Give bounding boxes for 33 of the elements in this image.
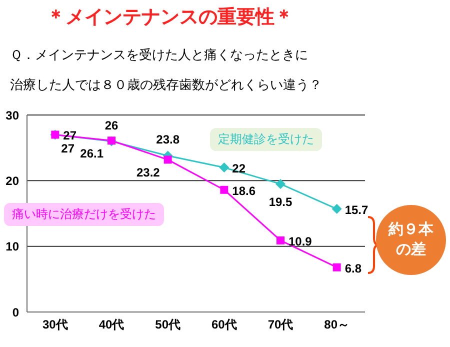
y-tick-label: 30 [6,108,20,122]
text: 治療した人では８０歳の残存歯数がどれくらい違う？ [10,76,322,94]
y-tick-label: 20 [6,174,20,188]
data-label: 26 [104,118,118,132]
x-tick-label: 70代 [268,318,294,332]
point [332,263,341,272]
data-label: 10.9 [288,234,312,248]
data-label: 23.8 [156,132,180,147]
x-tick-label: 60代 [211,318,237,332]
point [219,162,230,173]
y-tick-label: 10 [6,240,20,254]
x-tick-label: 30代 [42,318,68,332]
data-label: 26.1 [80,146,104,161]
data-label: 27 [61,142,75,156]
data-label: 6.8 [344,261,362,276]
x-tick-label: 80～ [324,318,350,332]
data-label: 23.2 [136,166,160,180]
data-label: 19.5 [268,194,292,209]
point [220,186,228,194]
data-label: 15.7 [344,202,369,217]
chart-subtitle: Ｑ．メインテナンスを受けた人と痛くなったときに [10,46,308,64]
circle-badge: 約９本の差 [376,205,446,275]
y-tick-label: 0 [12,305,20,320]
point [276,236,284,244]
point [276,178,286,189]
data-label: 18.6 [232,184,256,198]
x-tick-label: 40代 [98,318,124,332]
point [164,156,172,164]
chart-title: ＊メインテナンスの重要性＊ [46,6,294,30]
text: 痛い時に治療だけを受けた [4,203,164,226]
series-label: 定期健診を受けた [210,128,322,151]
x-tick-label: 50代 [155,318,181,332]
point [332,204,342,214]
